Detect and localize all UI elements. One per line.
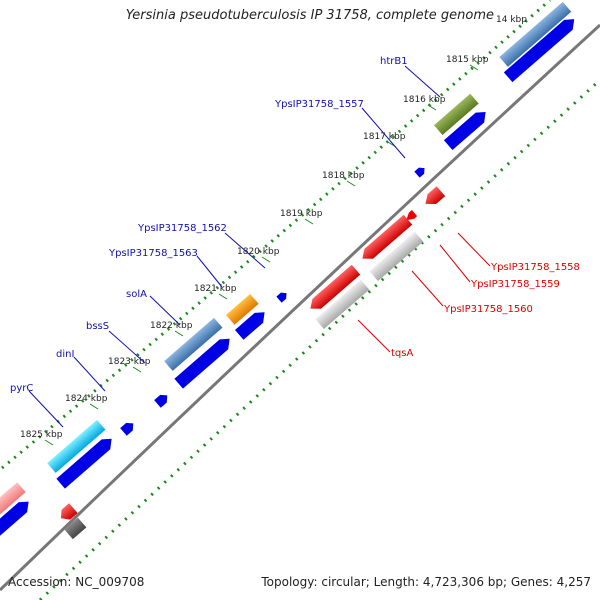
tick-label: 14 kbp xyxy=(496,15,527,25)
gene-label-1560[interactable]: YpsIP31758_1560 xyxy=(443,304,533,315)
cds-arrow-edge xyxy=(0,501,29,536)
feature-red-tqsA xyxy=(310,264,361,309)
tick-label: 1817 kbp xyxy=(363,132,406,142)
accession-text: Accession: NC_009708 xyxy=(8,575,145,589)
cds-arrow-htrB1 xyxy=(443,111,486,151)
feature-steel-top xyxy=(499,1,572,67)
gene-label-1557[interactable]: YpsIP31758_1557 xyxy=(274,99,364,110)
feature-steel-bssS xyxy=(164,317,223,371)
inner-tick-ring xyxy=(38,78,600,600)
small-arrow-1562 xyxy=(276,292,287,303)
small-arrow-dinI xyxy=(154,394,168,408)
feature-gray-1560 xyxy=(369,231,424,281)
tick-label: 1819 kbp xyxy=(280,209,323,219)
tick-label: 1820 kbp xyxy=(237,247,280,257)
feature-orange xyxy=(225,293,259,325)
gene-label-1562[interactable]: YpsIP31758_1562 xyxy=(137,223,227,234)
cds-arrow-top xyxy=(503,19,575,83)
feature-red-edge xyxy=(60,503,78,520)
gene-label-pyrC[interactable]: pyrC xyxy=(10,383,33,394)
feature-cyan-pyrC xyxy=(47,419,106,473)
outer-tick-ring xyxy=(1,0,551,470)
tick-label: 1823 kbp xyxy=(108,357,151,367)
cds-arrow-solA xyxy=(234,312,265,340)
reverse-leaders xyxy=(357,232,491,353)
forward-gene-labels: htrB1 YpsIP31758_1557 YpsIP31758_1562 Yp… xyxy=(10,56,408,394)
kbp-tick-labels: 14 kbp 1815 kbp 1816 kbp 1817 kbp 1818 k… xyxy=(20,15,527,440)
forward-leaders xyxy=(28,65,441,428)
gene-label-bssS[interactable]: bssS xyxy=(86,321,109,332)
gene-label-tqsA[interactable]: tqsA xyxy=(391,348,413,359)
gene-label-htrB1[interactable]: htrB1 xyxy=(380,56,408,67)
genome-summary-text: Topology: circular; Length: 4,723,306 bp… xyxy=(261,575,591,589)
small-arrow-1557 xyxy=(414,167,425,178)
feature-htrB1-olive xyxy=(433,93,479,136)
tick-label: 1815 kbp xyxy=(446,55,489,65)
gene-label-1559[interactable]: YpsIP31758_1559 xyxy=(470,279,560,290)
tick-label: 1816 kbp xyxy=(403,95,446,105)
feature-red-small xyxy=(406,210,418,221)
feature-red-1559 xyxy=(362,214,413,259)
gene-label-1563[interactable]: YpsIP31758_1563 xyxy=(108,248,198,259)
reverse-gene-labels: YpsIP31758_1558 YpsIP31758_1559 YpsIP317… xyxy=(391,262,580,359)
tick-label: 1818 kbp xyxy=(322,171,365,181)
small-arrow-pyrC-1 xyxy=(120,422,134,436)
feature-red-1558 xyxy=(425,186,446,204)
tick-label: 1821 kbp xyxy=(194,284,237,294)
genome-title: Yersinia pseudotuberculosis IP 31758, co… xyxy=(125,8,494,23)
gene-label-1558[interactable]: YpsIP31758_1558 xyxy=(490,262,580,273)
cds-arrow-pyrC xyxy=(56,438,112,489)
tick-label: 1822 kbp xyxy=(150,321,193,331)
kbp-tick-leaders xyxy=(44,64,479,446)
genome-backbone xyxy=(0,23,600,592)
gene-label-dinI[interactable]: dinI xyxy=(56,349,74,360)
tick-label: 1825 kbp xyxy=(20,430,63,440)
tick-label: 1824 kbp xyxy=(65,394,108,404)
gene-label-solA[interactable]: solA xyxy=(126,289,147,300)
feature-gray-tqsA xyxy=(315,279,370,329)
feature-dark-edge xyxy=(64,517,87,540)
feature-pink-edge xyxy=(0,482,26,519)
cds-arrow-bssS xyxy=(174,338,230,389)
